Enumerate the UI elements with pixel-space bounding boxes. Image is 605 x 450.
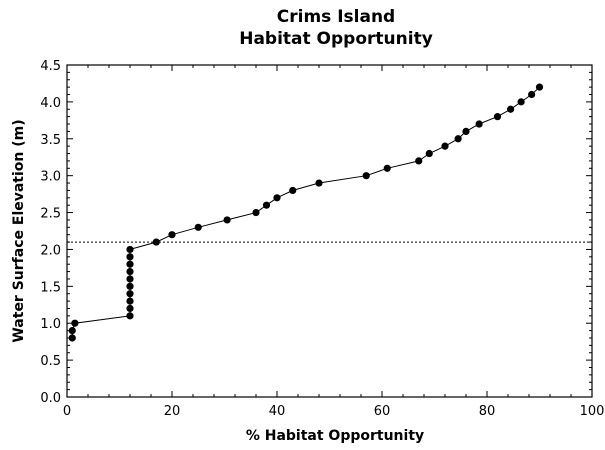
plot-frame	[66, 64, 593, 398]
data-point	[71, 319, 79, 327]
data-point	[168, 231, 176, 239]
data-point	[252, 208, 260, 217]
y-tick-label: 1.5	[40, 280, 61, 295]
data-point	[126, 267, 134, 276]
data-point	[475, 120, 483, 128]
data-point	[273, 194, 281, 202]
series-points	[68, 83, 544, 342]
x-axis: 0 20 40 60 80 100	[63, 65, 605, 419]
data-point	[126, 290, 134, 298]
data-point	[462, 127, 470, 135]
data-point	[528, 90, 536, 99]
y-tick-label: 4.0	[40, 96, 61, 111]
x-tick-label: 60	[374, 404, 391, 419]
data-point	[194, 223, 202, 231]
data-point	[126, 253, 134, 261]
x-tick-label: 20	[164, 404, 181, 419]
y-tick-label: 0.0	[40, 391, 61, 406]
y-axis: 0.0 0.5 1.0 1.5 2.0 2.5 3.0 3.5 4.0 4.5	[40, 59, 592, 406]
series-line	[71, 86, 540, 338]
data-point	[441, 142, 449, 150]
data-point	[126, 275, 134, 283]
x-axis-label: % Habitat Opportunity	[246, 428, 424, 444]
y-axis-label: Water Surface Elevation (m)	[11, 119, 27, 342]
data-point	[126, 245, 134, 254]
data-point	[362, 172, 370, 180]
data-point	[507, 105, 515, 113]
data-point	[454, 135, 462, 143]
y-tick-label: 4.5	[40, 59, 61, 74]
y-tick-label: 3.0	[40, 170, 61, 185]
x-tick-label: 100	[580, 404, 605, 419]
data-point	[126, 304, 134, 313]
data-point	[315, 179, 323, 187]
data-point	[262, 201, 271, 209]
data-point	[535, 83, 544, 91]
y-tick-label: 3.5	[40, 133, 61, 148]
y-tick-label: 2.0	[40, 243, 61, 258]
data-point	[126, 297, 134, 305]
data-point	[493, 113, 502, 121]
data-point	[425, 149, 433, 158]
data-point	[517, 98, 525, 106]
data-point	[68, 327, 76, 335]
data-point	[126, 312, 134, 320]
data-point	[152, 238, 160, 246]
chart-title: Crims Island	[277, 7, 395, 27]
data-point	[415, 157, 423, 165]
data-point	[126, 260, 134, 268]
y-tick-label: 0.5	[40, 354, 61, 369]
data-point	[223, 216, 231, 224]
x-tick-label: 0	[63, 404, 71, 419]
x-tick-label: 80	[479, 404, 496, 419]
data-point	[68, 334, 76, 342]
chart-subtitle: Habitat Opportunity	[239, 29, 433, 49]
y-tick-label: 1.0	[40, 317, 61, 332]
x-tick-label: 40	[269, 404, 286, 419]
data-point	[289, 186, 297, 195]
y-tick-label: 2.5	[40, 207, 61, 222]
data-point	[383, 164, 391, 172]
data-point	[126, 282, 134, 290]
plot-area: 0 20 40 60 80 100 0.0 0.5 1.0 1.5 2.0 2.5 3.0 3.5 4.0…	[40, 59, 604, 419]
